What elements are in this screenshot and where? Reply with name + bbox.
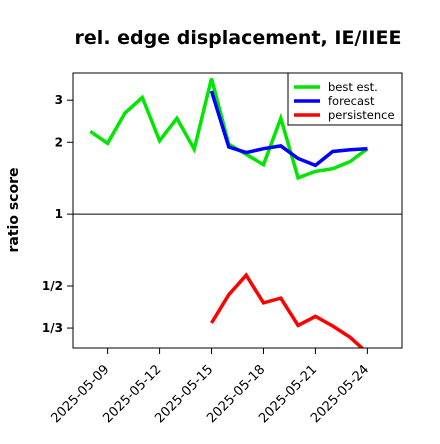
y-tick-label: 1/2 [42,279,63,293]
y-tick-label: 3 [55,93,63,107]
y-axis: 1/3 1/2 1 2 3 [42,93,73,335]
series-lines [89,78,369,348]
plot-frame [72,72,403,349]
chart-title: rel. edge displacement, IE/IIEE [75,27,402,49]
y-tick-label: 2 [55,135,63,149]
legend-label: best est. [328,80,378,94]
legend-box [287,72,403,126]
legend-label: persistence [328,108,395,122]
series-line-persistence [210,272,365,348]
series-line-forecast [209,90,368,168]
y-tick-label: 1/3 [42,321,63,335]
y-tick-label: 1 [55,207,63,221]
y-axis-label: ratio score [6,168,22,253]
x-axis: 2025-05-092025-05-122025-05-152025-05-18… [48,348,372,426]
legend-label: forecast [328,94,375,108]
